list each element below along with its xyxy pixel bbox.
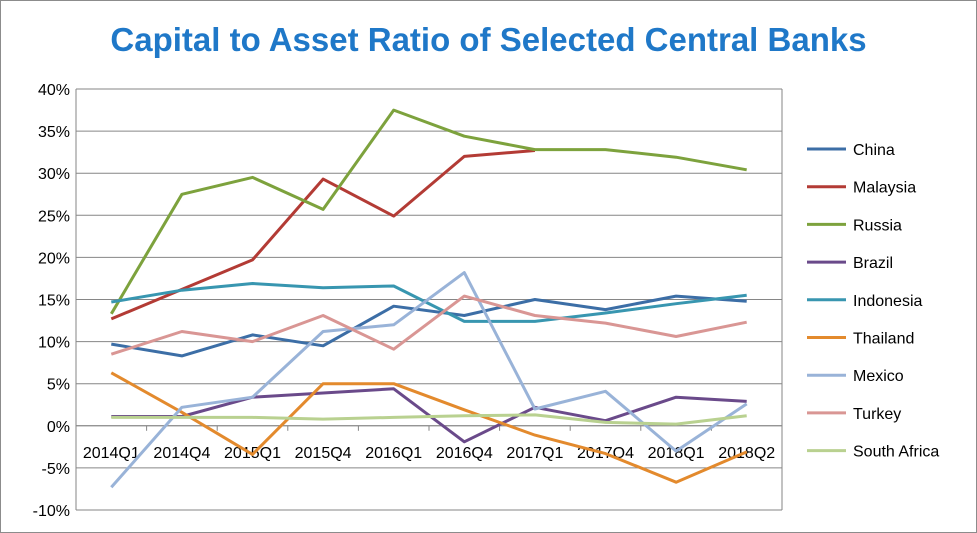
y-tick-label: 15% (38, 293, 70, 310)
legend-label-south-africa: South Africa (853, 444, 939, 461)
y-tick-label: 35% (38, 124, 70, 141)
legend-label-china: China (853, 142, 895, 159)
series-line-thailand (110, 371, 748, 484)
x-tick-label: 2015Q4 (295, 445, 352, 462)
series-line-mexico (110, 271, 748, 489)
series-line-china (111, 294, 747, 358)
series-line-malaysia (110, 149, 536, 321)
y-tick-label: 30% (38, 166, 70, 183)
legend-label-russia: Russia (853, 217, 902, 234)
legend-label-malaysia: Malaysia (853, 180, 916, 197)
legend-label-brazil: Brazil (853, 255, 893, 272)
y-tick-label: 25% (38, 208, 70, 225)
legend-label-turkey: Turkey (853, 406, 901, 423)
series-line-turkey (110, 294, 747, 356)
legend-label-thailand: Thailand (853, 331, 914, 348)
y-tick-label: 20% (38, 250, 70, 267)
x-tick-label: 2014Q4 (153, 445, 210, 462)
y-tick-label: -10% (33, 503, 70, 520)
chart-title: Capital to Asset Ratio of Selected Centr… (110, 21, 867, 58)
legend-label-indonesia: Indonesia (853, 293, 922, 310)
legend-label-mexico: Mexico (853, 368, 904, 385)
x-tick-label: 2017Q1 (506, 445, 563, 462)
x-tick-label: 2014Q1 (83, 445, 140, 462)
y-tick-label: 10% (38, 335, 70, 352)
y-tick-label: -5% (42, 461, 70, 478)
series-line-russia (110, 108, 747, 315)
series-line-indonesia (111, 282, 747, 323)
y-tick-label: 40% (38, 82, 70, 99)
y-tick-label: 5% (47, 377, 70, 394)
y-tick-label: 0% (47, 419, 70, 436)
x-tick-label: 2016Q4 (436, 445, 493, 462)
x-tick-label: 2018Q1 (648, 445, 705, 462)
series-line-south-africa (111, 413, 747, 426)
x-tick-label: 2016Q1 (365, 445, 422, 462)
